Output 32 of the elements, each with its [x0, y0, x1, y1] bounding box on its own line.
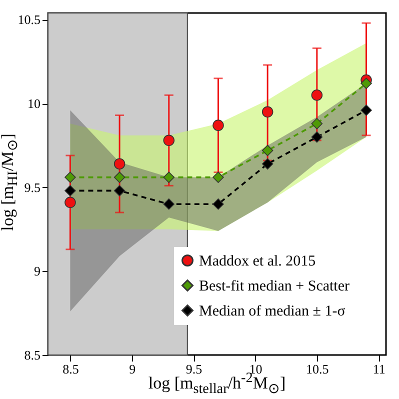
point: [64, 185, 76, 196]
point: [311, 131, 323, 143]
y-tick-label: 9: [34, 264, 40, 279]
x-tick-label: 9: [129, 362, 136, 376]
y-tick-label: 10.5: [18, 12, 40, 28]
point: [114, 172, 126, 183]
point: [212, 198, 224, 210]
point: [360, 78, 372, 90]
point: [212, 120, 224, 131]
point: [114, 185, 126, 196]
x-tick-label: 11: [372, 362, 386, 376]
y-tick-label: 9.5: [24, 180, 40, 195]
legend-label: Median of median ± 1-σ: [199, 304, 346, 320]
point: [262, 158, 274, 170]
point: [360, 104, 372, 116]
legend-label: Maddox et al. 2015: [199, 254, 316, 270]
point: [114, 158, 126, 170]
point: [262, 144, 274, 156]
x-tick-label: 10.5: [306, 362, 329, 376]
point: [64, 196, 76, 208]
y-tick-label: 10: [28, 96, 40, 112]
x-tick-label: 8.5: [62, 362, 79, 376]
point: [262, 106, 274, 118]
y-tick-label: 8.5: [24, 348, 40, 362]
point: [64, 172, 76, 183]
point: [163, 172, 175, 183]
point: [212, 172, 224, 183]
point: [163, 198, 175, 210]
point: [311, 90, 323, 101]
point: [163, 134, 175, 146]
point: [311, 118, 323, 130]
legend-label: Best-fit median + Scatter: [199, 278, 350, 294]
